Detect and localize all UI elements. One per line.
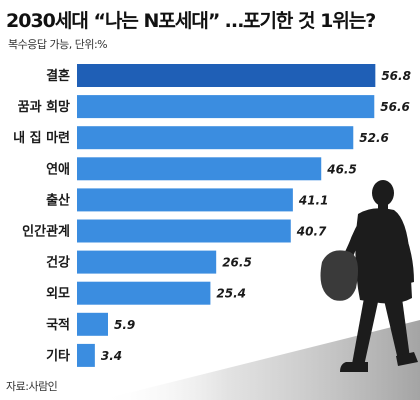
value-label: 26.5	[222, 256, 252, 270]
category-label: 외모	[46, 286, 70, 302]
bar-2	[77, 95, 375, 119]
value-label: 56.8	[381, 69, 411, 83]
chart-title: 2030세대 “나는 N포세대” …포기한 것 1위는?	[6, 10, 376, 32]
ground-shadow	[100, 320, 420, 400]
value-label: 56.6	[380, 100, 410, 114]
category-label: 국적	[46, 317, 70, 333]
chart-subtitle: 복수응답 가능, 단위:%	[8, 38, 108, 51]
man-silhouette	[320, 180, 418, 372]
bar-3	[77, 126, 354, 150]
category-label: 인간관계	[22, 224, 70, 240]
value-label: 5.9	[114, 318, 135, 332]
category-label: 꿈과 희망	[18, 99, 70, 115]
bar-4	[77, 157, 322, 181]
bar-9	[77, 312, 108, 336]
value-label: 40.7	[296, 225, 327, 239]
category-label: 연애	[46, 161, 70, 177]
category-label: 출산	[46, 192, 70, 208]
category-label: 건강	[46, 255, 70, 271]
bar-5	[77, 188, 293, 212]
bar-8	[77, 281, 211, 305]
source-note: 자료:사람인	[6, 380, 58, 393]
value-label: 3.4	[101, 349, 122, 363]
bar-1	[77, 64, 376, 87]
category-label: 결혼	[46, 68, 70, 84]
category-label: 내 집 마련	[13, 130, 70, 146]
bar-7	[77, 250, 217, 274]
category-label: 기타	[46, 348, 70, 364]
bar-6	[77, 219, 291, 243]
value-label: 46.5	[326, 162, 357, 176]
value-label: 41.1	[298, 193, 329, 207]
bar-10	[77, 343, 95, 367]
value-label: 25.4	[216, 287, 246, 301]
value-label: 52.6	[359, 131, 389, 145]
